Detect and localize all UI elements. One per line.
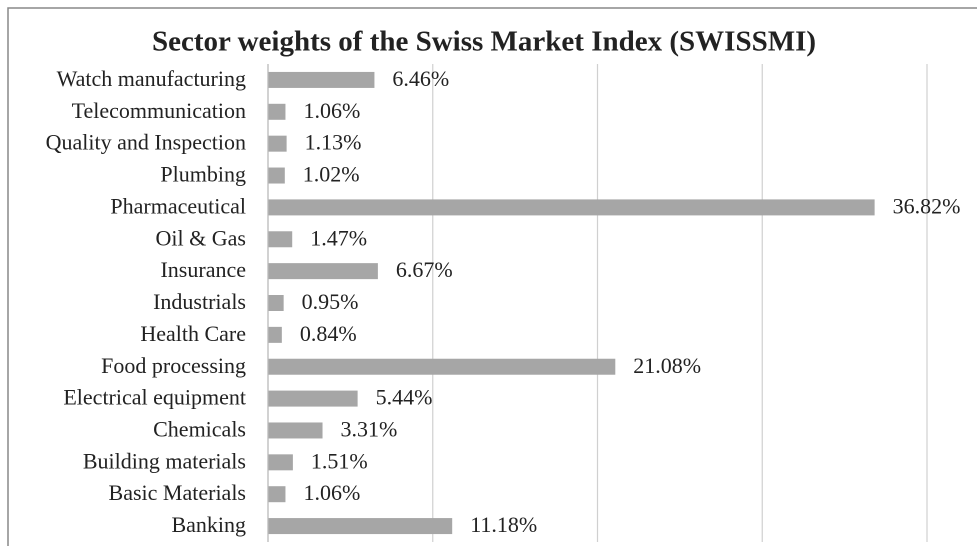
value-label: 0.95% bbox=[302, 289, 359, 314]
value-label: 5.44% bbox=[376, 385, 433, 410]
bar bbox=[268, 199, 875, 216]
category-label: Plumbing bbox=[160, 162, 246, 187]
value-label: 3.31% bbox=[341, 417, 398, 442]
category-label: Watch manufacturing bbox=[57, 66, 246, 91]
value-label: 1.06% bbox=[303, 480, 360, 505]
bar bbox=[268, 231, 293, 248]
bar bbox=[268, 422, 323, 439]
value-label: 1.51% bbox=[311, 448, 368, 473]
bar bbox=[268, 71, 375, 88]
category-label: Insurance bbox=[160, 257, 246, 282]
category-label: Banking bbox=[171, 512, 246, 537]
bar bbox=[268, 135, 287, 152]
value-label: 6.46% bbox=[392, 66, 449, 91]
category-label: Food processing bbox=[101, 353, 246, 378]
value-label: 1.13% bbox=[305, 130, 362, 155]
bar bbox=[268, 103, 286, 120]
category-label: Basic Materials bbox=[109, 480, 246, 505]
value-label: 1.02% bbox=[303, 162, 360, 187]
value-label: 1.06% bbox=[303, 98, 360, 123]
category-label: Telecommunication bbox=[72, 98, 246, 123]
value-label: 6.67% bbox=[396, 257, 453, 282]
value-label: 11.18% bbox=[470, 512, 537, 537]
bar bbox=[268, 326, 282, 343]
value-label: 1.47% bbox=[310, 225, 367, 250]
bar bbox=[268, 486, 286, 503]
value-label: 0.84% bbox=[300, 321, 357, 346]
value-label: 21.08% bbox=[633, 353, 701, 378]
category-label: Quality and Inspection bbox=[46, 130, 246, 155]
category-label: Pharmaceutical bbox=[110, 193, 246, 218]
chart-frame bbox=[7, 7, 977, 546]
bar bbox=[268, 454, 293, 471]
chart-title: Sector weights of the Swiss Market Index… bbox=[152, 26, 816, 58]
bar bbox=[268, 390, 358, 407]
category-label: Health Care bbox=[140, 321, 246, 346]
bar bbox=[268, 295, 284, 311]
value-label: 36.82% bbox=[893, 193, 961, 218]
category-label: Industrials bbox=[153, 289, 246, 314]
category-label: Building materials bbox=[83, 448, 246, 473]
bar bbox=[268, 263, 378, 280]
bar bbox=[268, 518, 453, 535]
category-label: Oil & Gas bbox=[156, 225, 246, 250]
category-label: Electrical equipment bbox=[63, 385, 246, 410]
category-label: Chemicals bbox=[153, 417, 246, 442]
bar bbox=[268, 167, 285, 184]
bar bbox=[268, 358, 616, 375]
